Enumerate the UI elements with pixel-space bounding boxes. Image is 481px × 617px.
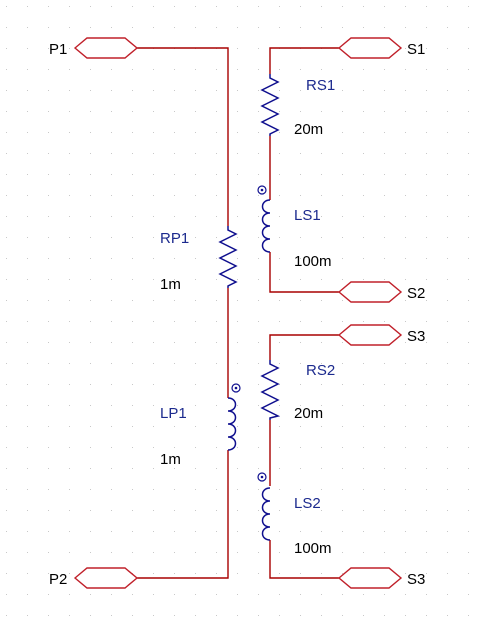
ref-rp1: RP1 — [160, 230, 189, 247]
port-p1: P1 — [49, 37, 139, 59]
port-label-s3-top: S3 — [407, 328, 425, 345]
inductor-lp1: LP1 1m — [160, 383, 241, 468]
secondary-2-wires — [269, 334, 339, 579]
port-label-s3-bottom: S3 — [407, 571, 425, 588]
secondary-1-wires — [269, 47, 339, 293]
port-p2: P2 — [49, 567, 139, 589]
ref-rs1: RS1 — [306, 77, 335, 94]
port-label-s1: S1 — [407, 41, 425, 58]
ref-ls1: LS1 — [294, 207, 321, 224]
port-s3-bottom: S3 — [337, 567, 425, 589]
value-rp1: 1m — [160, 276, 181, 293]
resistor-rs2: RS2 20m — [260, 360, 335, 422]
port-label-p2: P2 — [49, 571, 67, 588]
port-label-s2: S2 — [407, 285, 425, 302]
resistor-rs1: RS1 20m — [260, 74, 335, 138]
inductor-ls1: LS1 100m — [257, 185, 332, 270]
port-s2: S2 — [337, 281, 425, 303]
port-s1: S1 — [337, 37, 425, 59]
ref-ls2: LS2 — [294, 495, 321, 512]
value-rs2: 20m — [294, 405, 323, 422]
resistor-rp1: RP1 1m — [160, 226, 238, 293]
ref-rs2: RS2 — [306, 362, 335, 379]
grid-dots — [6, 6, 469, 616]
ref-lp1: LP1 — [160, 405, 187, 422]
value-ls1: 100m — [294, 253, 332, 270]
value-lp1: 1m — [160, 451, 181, 468]
primary-wires — [137, 47, 229, 579]
value-ls2: 100m — [294, 540, 332, 557]
port-label-p1: P1 — [49, 41, 67, 58]
port-s3-top: S3 — [337, 324, 425, 346]
inductor-ls2: LS2 100m — [257, 472, 332, 557]
value-rs1: 20m — [294, 121, 323, 138]
